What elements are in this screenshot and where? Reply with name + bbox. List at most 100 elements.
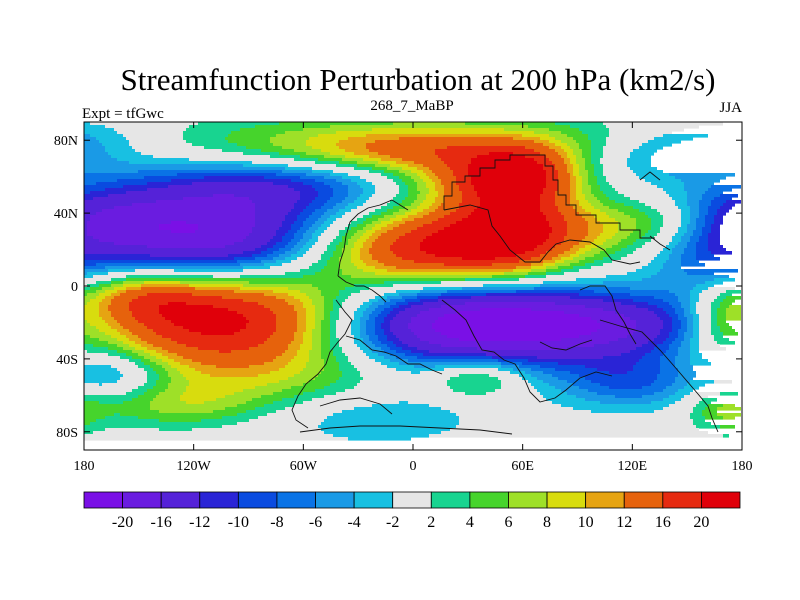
contour-cell: [300, 176, 324, 180]
contour-cell: [324, 296, 336, 300]
contour-cell: [663, 248, 672, 252]
contour-cell: [279, 152, 306, 156]
contour-cell: [366, 353, 378, 357]
contour-cell: [285, 251, 297, 255]
contour-cell: [513, 152, 540, 156]
contour-cell: [255, 386, 291, 390]
contour-cell: [636, 218, 651, 222]
contour-cell: [582, 191, 591, 195]
contour-cell: [294, 395, 324, 399]
contour-cell: [297, 218, 306, 222]
contour-cell: [84, 314, 99, 318]
contour-cell: [120, 356, 132, 360]
contour-cell: [108, 341, 123, 345]
contour-cell: [501, 362, 522, 366]
contour-cell: [540, 197, 555, 201]
contour-cell: [336, 335, 354, 339]
contour-cell: [720, 425, 735, 429]
contour-cell: [570, 173, 573, 177]
contour-cell: [399, 188, 408, 192]
contour-cell: [189, 158, 294, 162]
contour-cell: [600, 251, 615, 255]
contour-cell: [558, 179, 570, 183]
contour-cell: [339, 293, 351, 297]
contour-cell: [306, 173, 330, 177]
contour-cell: [630, 287, 693, 291]
experiment-label: Expt = tfGwc: [82, 106, 164, 122]
contour-cell: [351, 251, 360, 255]
contour-cell: [663, 263, 681, 267]
contour-cell: [654, 311, 666, 315]
contour-cell: [318, 158, 342, 162]
contour-cell: [555, 245, 573, 249]
contour-cell: [621, 302, 648, 306]
contour-cell: [441, 182, 456, 186]
contour-cell: [567, 170, 573, 174]
contour-cell: [603, 170, 633, 174]
contour-cell: [291, 239, 300, 243]
contour-cell: [234, 332, 273, 336]
contour-cell: [84, 305, 99, 309]
contour-cell: [210, 374, 258, 378]
contour-cell: [639, 200, 675, 204]
contour-cell: [522, 134, 549, 138]
contour-cell: [318, 425, 456, 429]
contour-cell: [246, 146, 282, 150]
contour-cell: [243, 164, 288, 168]
contour-cell: [99, 284, 111, 288]
contour-cell: [588, 389, 663, 393]
contour-cell: [393, 317, 411, 321]
contour-cell: [723, 416, 735, 420]
contour-cell: [693, 230, 702, 234]
contour-cell: [111, 311, 132, 315]
contour-cell: [411, 371, 420, 375]
contour-cell: [417, 194, 426, 198]
contour-cell: [435, 197, 444, 201]
contour-cell: [705, 416, 723, 420]
contour-cell: [660, 269, 684, 273]
contour-cell: [699, 203, 711, 207]
contour-cell: [627, 164, 651, 168]
contour-cell: [84, 143, 102, 147]
contour-cell: [261, 395, 294, 399]
contour-cell: [369, 236, 378, 240]
contour-cell: [324, 419, 459, 423]
contour-cell: [345, 389, 453, 393]
contour-cell: [606, 194, 624, 198]
contour-cell: [84, 371, 120, 375]
contour-cell: [315, 188, 333, 192]
contour-cell: [324, 230, 339, 234]
contour-cell: [363, 227, 372, 231]
contour-cell: [303, 335, 312, 339]
contour-cell: [555, 137, 573, 141]
contour-cell: [600, 200, 615, 204]
contour-cell: [459, 422, 693, 426]
contour-cell: [300, 212, 312, 216]
contour-cell: [546, 185, 558, 189]
contour-cell: [84, 377, 120, 381]
contour-cell: [537, 245, 555, 249]
contour-cell: [84, 209, 102, 213]
contour-cell: [381, 323, 390, 327]
contour-cell: [585, 251, 600, 255]
contour-cell: [624, 203, 645, 207]
contour-cell: [276, 323, 297, 327]
contour-cell: [417, 182, 426, 186]
contour-cell: [387, 365, 414, 369]
contour-cell: [144, 383, 156, 387]
contour-cell: [288, 362, 306, 366]
colorbar-label: -20: [112, 514, 133, 531]
contour-cell: [294, 158, 318, 162]
contour-cell: [579, 167, 585, 171]
contour-cell: [288, 347, 300, 351]
contour-cell: [84, 125, 105, 129]
contour-cell: [321, 347, 330, 351]
contour-cell: [711, 317, 717, 321]
contour-cell: [657, 377, 675, 381]
contour-cell: [300, 239, 309, 243]
contour-cell: [291, 341, 303, 345]
contour-cell: [312, 263, 327, 267]
contour-cell: [180, 362, 201, 366]
contour-cell: [312, 167, 354, 171]
contour-cell: [237, 404, 264, 408]
